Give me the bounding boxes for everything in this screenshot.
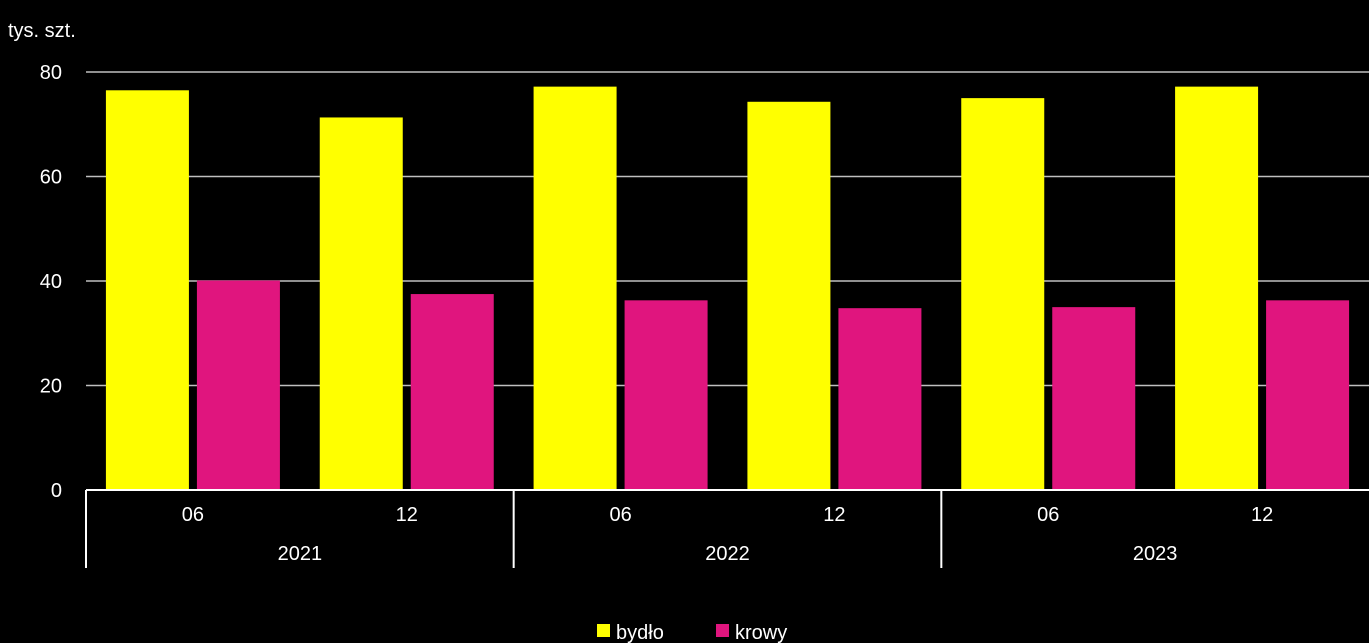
x-group-label: 2021: [278, 543, 323, 565]
legend-swatch: [716, 624, 729, 637]
bar-bydlo: [319, 117, 403, 491]
y-tick-label: 40: [40, 271, 62, 293]
bar-krowy: [410, 294, 494, 490]
x-axis: 06 12 06 12 06 12 2021 2022 2023: [85, 489, 1369, 568]
bar-krowy: [196, 280, 280, 490]
bar-bydlo: [105, 90, 189, 490]
y-axis-title: tys. szt.: [8, 20, 76, 42]
y-tick-label: 0: [51, 480, 62, 502]
y-tick-label: 60: [40, 167, 62, 189]
y-tick-label: 20: [40, 376, 62, 398]
x-group-label: 2022: [705, 543, 750, 565]
legend-label: bydło: [616, 622, 664, 643]
gridlines: [86, 71, 1369, 387]
x-tick-label: 12: [823, 504, 845, 526]
bar-bydlo: [747, 101, 831, 490]
bars: [105, 86, 1350, 491]
x-group-label: 2023: [1133, 543, 1178, 565]
x-tick-label: 06: [609, 504, 631, 526]
y-tick-label: 80: [40, 62, 62, 84]
legend-swatch: [597, 624, 610, 637]
legend-label: krowy: [735, 622, 787, 643]
bar-krowy: [1266, 300, 1350, 490]
x-tick-label: 12: [396, 504, 418, 526]
x-tick-label: 06: [182, 504, 204, 526]
bar-krowy: [624, 300, 708, 490]
bar-krowy: [1052, 307, 1136, 490]
x-tick-label: 06: [1037, 504, 1059, 526]
bar-bydlo: [1175, 86, 1259, 490]
legend: bydło krowy: [597, 622, 787, 643]
y-axis-ticks: 0 20 40 60 80: [40, 62, 62, 502]
bar-krowy: [838, 308, 922, 490]
bar-bydlo: [961, 98, 1045, 490]
bar-bydlo: [533, 86, 617, 490]
x-tick-label: 12: [1251, 504, 1273, 526]
